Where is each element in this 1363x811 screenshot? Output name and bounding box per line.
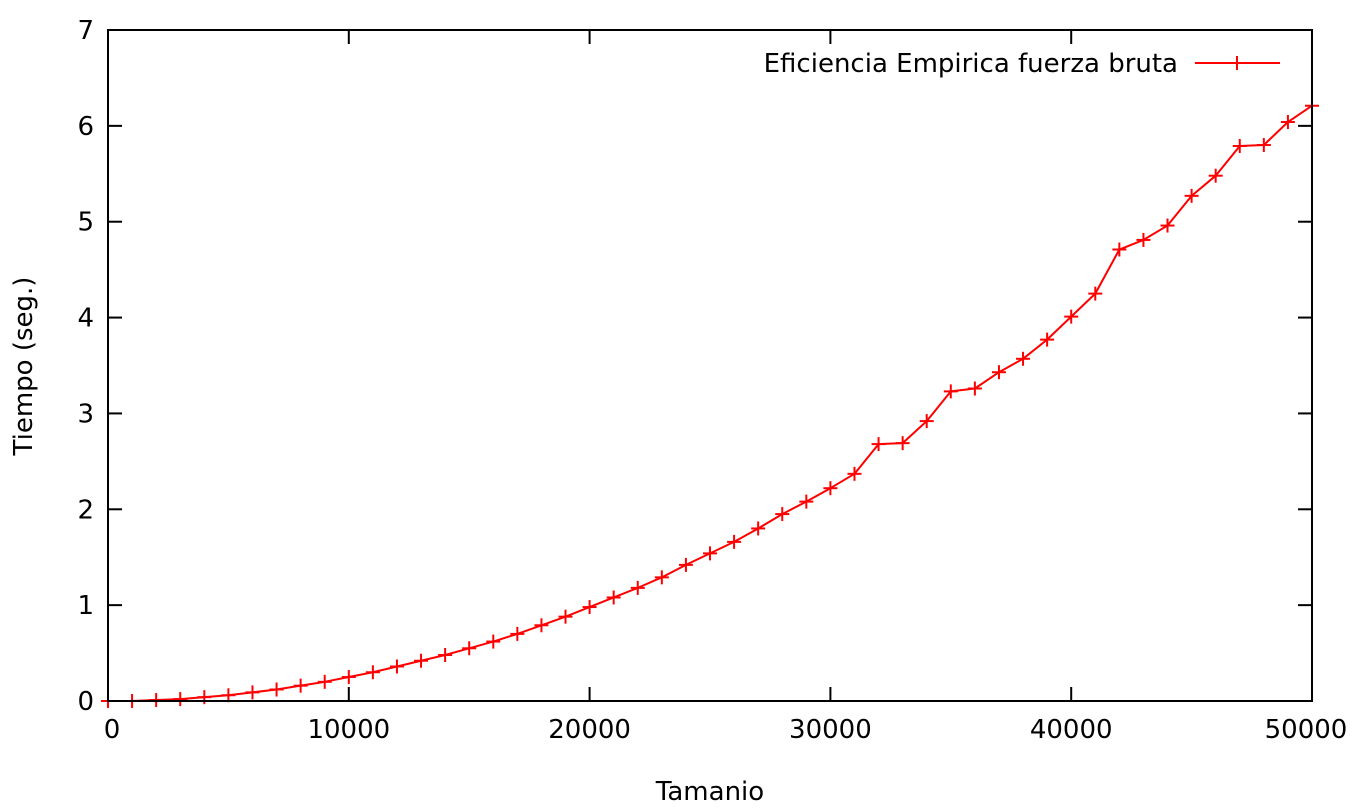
data-point-marker [606,590,621,605]
legend-marker [1230,56,1244,70]
data-point-marker [919,414,934,429]
y-axis-ticks: 0 1 2 3 4 5 6 7 [77,16,1312,717]
data-point-marker [1064,309,1079,324]
x-tick-label: 20000 [548,715,631,745]
data-point-marker [293,678,308,693]
y-tick-label: 5 [77,208,94,238]
x-tick-label: 30000 [789,715,872,745]
y-tick-label: 6 [77,112,94,142]
y-tick-label: 1 [77,591,94,621]
data-point-marker [871,437,886,452]
y-tick-label: 2 [77,495,94,525]
series-layer [101,98,1319,708]
x-tick-label: 40000 [1030,715,1113,745]
data-point-marker [269,682,284,697]
data-point-marker [751,521,766,536]
x-tick-label: 10000 [307,715,390,745]
data-point-marker [1136,232,1151,247]
data-point-marker [1184,188,1199,203]
x-axis-label: Tamanio [655,777,764,807]
legend: Eficiencia Empirica fuerza bruta [764,49,1280,79]
data-point-marker [727,534,742,549]
x-tick-label: 0 [104,715,121,745]
y-tick-label: 3 [77,399,94,429]
y-axis-label: Tiempo (seg.) [9,277,39,457]
data-point-marker [630,580,645,595]
data-point-marker [462,641,477,656]
data-point-marker [582,600,597,615]
data-point-marker [365,665,380,680]
data-point-marker [678,557,693,572]
data-point-marker [1280,115,1295,130]
series-line [108,104,1313,702]
data-point-marker [389,659,404,674]
data-point-marker [823,481,838,496]
data-point-marker [991,365,1006,380]
plot-frame [107,29,1313,702]
data-point-marker [967,381,982,396]
y-tick-label: 4 [77,304,94,334]
data-point-marker [847,466,862,481]
data-point-marker [703,546,717,561]
data-point-marker [510,626,525,641]
data-point-marker [1208,168,1223,183]
data-point-marker [1016,351,1031,366]
data-point-marker [173,692,188,707]
x-tick-label: 50000 [1265,715,1348,745]
data-point-marker [534,618,549,633]
y-tick-label: 7 [77,16,94,46]
data-point-marker [341,670,356,685]
data-point-marker [486,634,501,649]
data-point-marker [245,685,260,700]
data-point-marker [197,690,212,705]
legend-entry-label: Eficiencia Empirica fuerza bruta [764,49,1178,79]
x-axis-ticks: 0 10000 20000 30000 40000 50000 [104,30,1348,745]
data-point-marker [1256,138,1271,153]
data-point-marker [1112,242,1127,257]
data-point-marker [895,436,910,451]
data-point-marker [317,674,332,689]
data-point-marker [438,647,453,662]
data-point-marker [799,494,814,509]
data-point-marker [775,507,790,522]
data-point-marker [1232,138,1247,153]
data-point-marker [1088,286,1103,301]
data-point-marker [654,570,669,585]
data-point-marker [1160,218,1175,233]
data-point-marker [221,688,236,703]
y-tick-label: 0 [77,687,94,717]
data-point-marker [943,384,958,399]
data-point-marker [414,653,429,668]
data-point-marker [558,609,573,624]
data-point-marker [1040,332,1055,347]
